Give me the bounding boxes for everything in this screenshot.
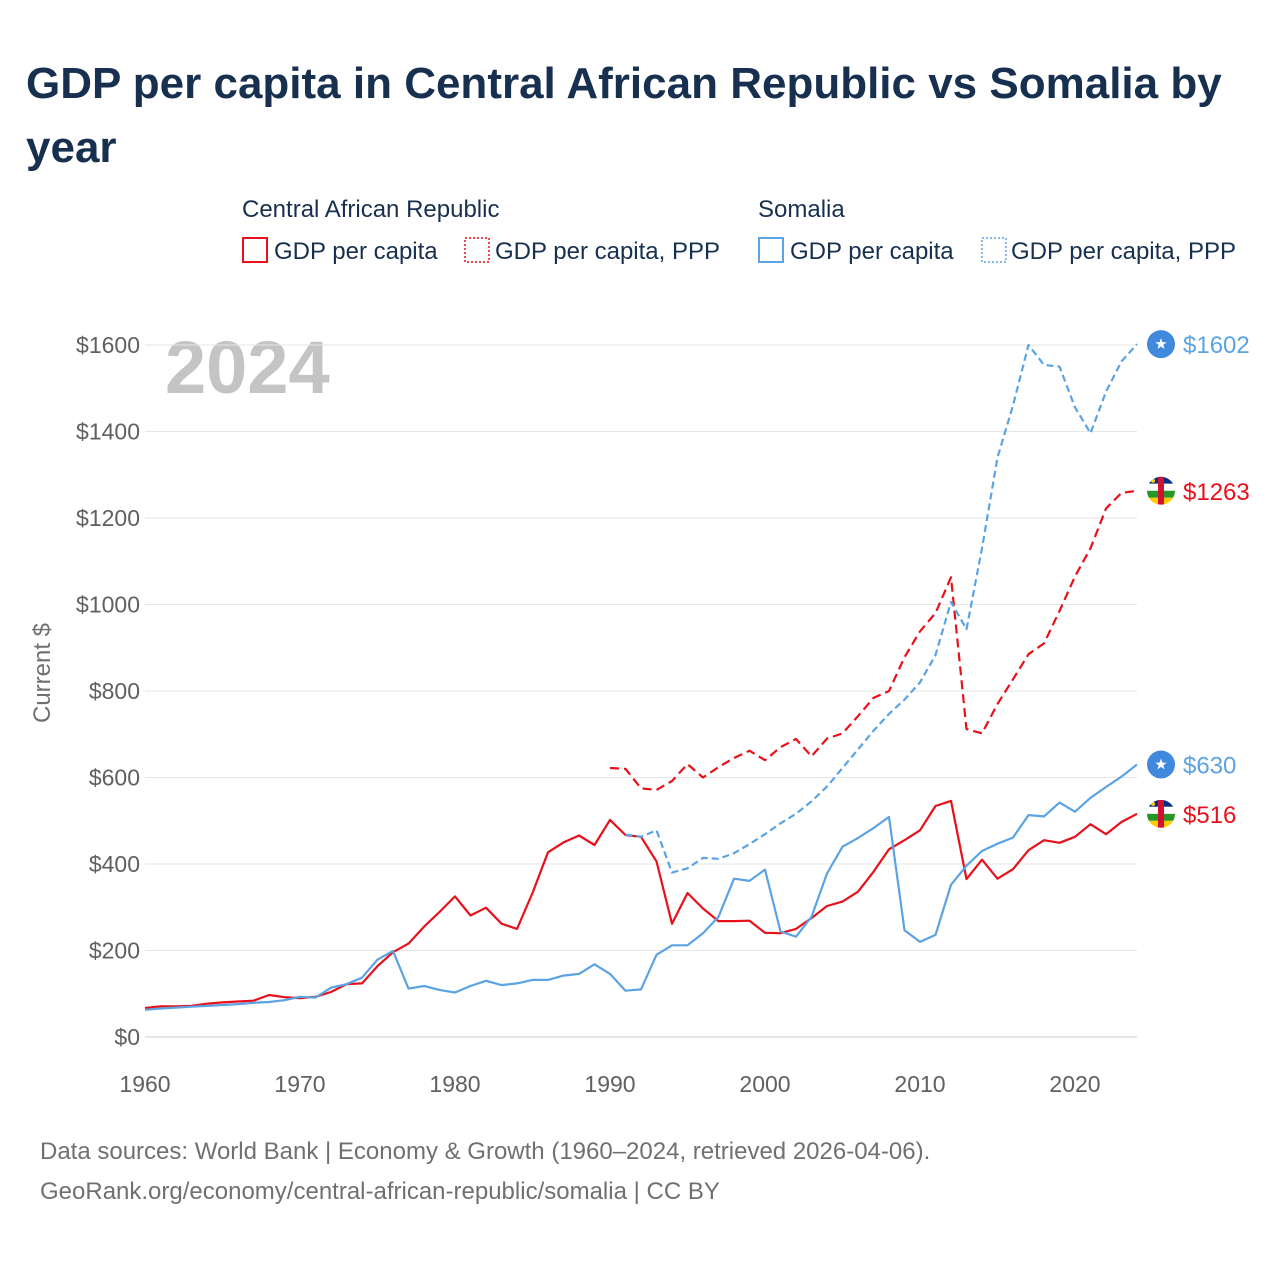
footer-link[interactable]: GeoRank.org/economy/central-african-repu…: [40, 1178, 720, 1205]
end-label-central-african-republic-gdp-per-capita-ppp: $1263: [1183, 479, 1250, 506]
end-labels: $516 $1263 $630 $1602: [1147, 330, 1250, 829]
legend-swatch-car-gdp: [242, 237, 268, 263]
legend-swatch-somalia-gdp-ppp: [981, 237, 1007, 263]
year-watermark: 2024: [165, 326, 330, 409]
y-tick-label: $1600: [76, 332, 140, 358]
legend-swatch-car-gdp-ppp: [464, 237, 490, 263]
legend-item-somalia-gdp[interactable]: GDP per capita: [758, 237, 954, 265]
legend-label-somalia-gdp: GDP per capita: [790, 238, 954, 265]
footer-source: Data sources: World Bank | Economy & Gro…: [40, 1138, 931, 1165]
y-tick-label: $1200: [76, 505, 140, 531]
y-axis: $0 $200 $400 $600 $800 $1000 $1200 $1400 $1600: [76, 332, 140, 1050]
x-tick-label: 1970: [274, 1071, 325, 1097]
end-label-somalia-gdp-per-capita: $630: [1183, 753, 1236, 780]
somalia-flag-icon: [1147, 330, 1175, 359]
y-tick-label: $400: [89, 851, 140, 877]
x-axis: 1960 1970 1980 1990 2000 2010 2020: [119, 1036, 1137, 1097]
end-label-central-african-republic-gdp-per-capita: $516: [1183, 802, 1236, 829]
legend-item-somalia-gdp-ppp[interactable]: GDP per capita, PPP: [981, 237, 1236, 265]
x-tick-label: 1990: [584, 1071, 635, 1097]
x-tick-label: 1960: [119, 1071, 170, 1097]
x-tick-label: 1980: [429, 1071, 480, 1097]
legend-swatch-somalia-gdp: [758, 237, 784, 263]
legend-label-car-gdp: GDP per capita: [274, 238, 438, 265]
series-lines: [144, 343, 1138, 1011]
end-label-somalia-gdp-per-capita-ppp: $1602: [1183, 332, 1250, 359]
x-tick-label: 2000: [739, 1071, 790, 1097]
y-tick-label: $1400: [76, 419, 140, 445]
chart-title: GDP per capita in Central African Republ…: [26, 59, 1222, 172]
car-flag-icon: [1147, 476, 1175, 505]
somalia-flag-icon: [1147, 750, 1175, 779]
legend-group-somalia: Somalia: [758, 196, 845, 223]
legend-label-somalia-gdp-ppp: GDP per capita, PPP: [1011, 238, 1236, 265]
series-line-somalia-gdp-per-capita[interactable]: [144, 763, 1138, 1011]
y-axis-label: Current $: [29, 623, 56, 723]
car-flag-icon: [1147, 799, 1175, 828]
grid: [145, 344, 1137, 1038]
series-line-central-african-republic-gdp-per-capita-ppp[interactable]: [609, 489, 1138, 792]
y-tick-label: $600: [89, 765, 140, 791]
y-tick-label: $1000: [76, 592, 140, 618]
legend-item-car-gdp-ppp[interactable]: GDP per capita, PPP: [464, 237, 720, 265]
legend-item-car-gdp[interactable]: GDP per capita: [242, 237, 438, 265]
y-tick-label: $0: [114, 1024, 140, 1050]
y-tick-label: $800: [89, 678, 140, 704]
legend-group-car: Central African Republic: [242, 196, 499, 223]
series-line-central-african-republic-gdp-per-capita[interactable]: [144, 799, 1138, 1010]
x-tick-label: 2010: [894, 1071, 945, 1097]
legend: Central African Republic Somalia GDP per…: [242, 196, 1236, 265]
legend-label-car-gdp-ppp: GDP per capita, PPP: [495, 238, 720, 265]
series-line-somalia-gdp-per-capita-ppp[interactable]: [625, 343, 1138, 874]
x-tick-label: 2020: [1049, 1071, 1100, 1097]
y-tick-label: $200: [89, 938, 140, 964]
